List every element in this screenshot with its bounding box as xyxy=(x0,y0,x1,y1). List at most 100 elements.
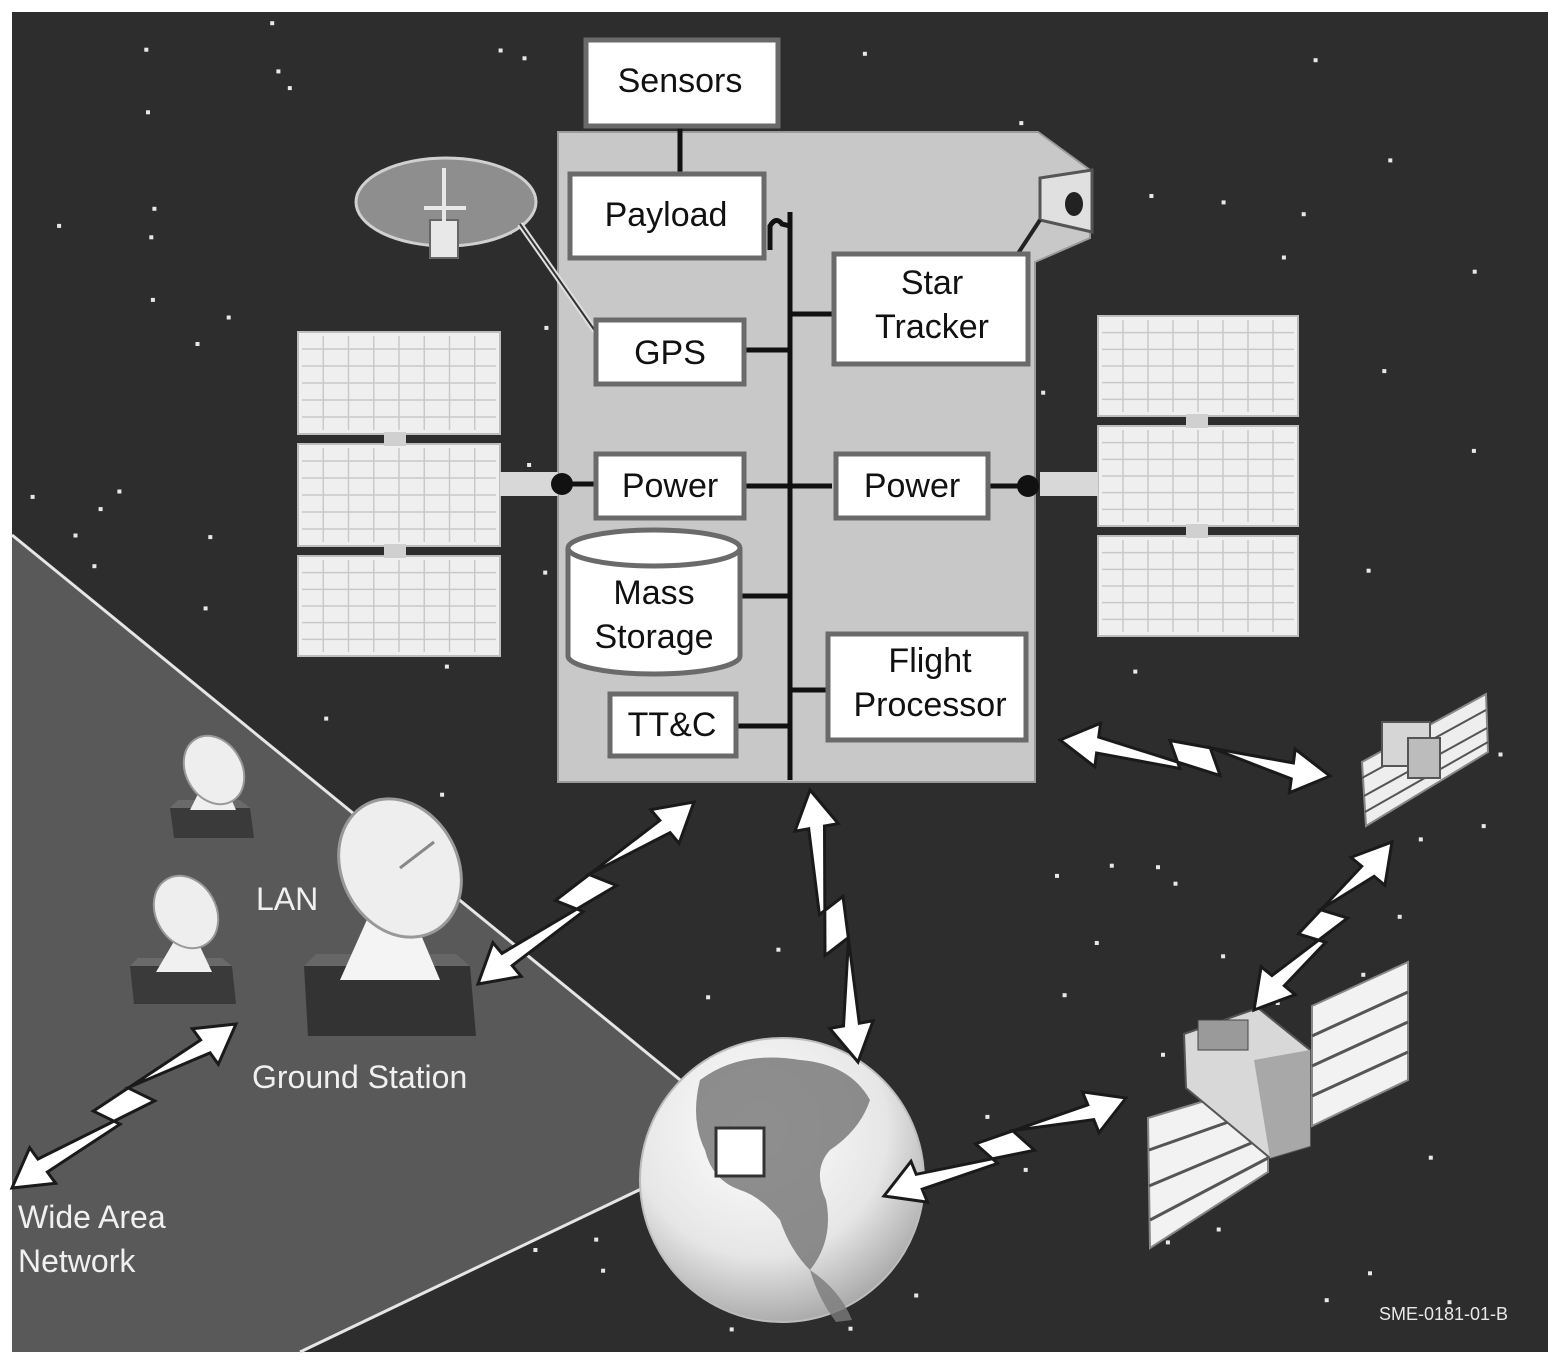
star xyxy=(1094,941,1099,945)
star xyxy=(1133,669,1138,674)
star xyxy=(150,297,155,302)
star xyxy=(498,48,503,53)
star xyxy=(594,1237,599,1242)
star xyxy=(1428,1155,1433,1160)
wan-label-line2: Network xyxy=(18,1243,136,1279)
star xyxy=(1301,212,1306,217)
link-ground-station-to-spacecraft-arrow xyxy=(475,800,697,986)
star xyxy=(1313,58,1318,63)
link-wan-to-lan-arrow xyxy=(9,1022,239,1190)
star-tracker-camera xyxy=(1013,168,1094,260)
star xyxy=(1161,1052,1165,1057)
flight-processor-label-line1: Flight xyxy=(888,642,972,680)
power-left-label: Power xyxy=(622,467,718,505)
star xyxy=(276,69,281,74)
star xyxy=(1397,914,1402,919)
star xyxy=(440,792,445,797)
star xyxy=(533,1248,538,1252)
payload-box: Payload xyxy=(567,171,767,261)
ground-area xyxy=(12,535,690,1352)
sensors-box: Sensors xyxy=(583,37,781,129)
link-spacecraft-to-relay-arrow xyxy=(1057,720,1333,796)
star xyxy=(1275,1001,1280,1005)
star xyxy=(1023,1167,1028,1172)
star xyxy=(1447,1300,1452,1305)
power-right-label: Power xyxy=(864,467,960,505)
ground-boundary-line xyxy=(299,1178,661,1354)
ttc-label: TT&C xyxy=(628,706,717,744)
star xyxy=(152,206,157,211)
power-box-left: Power xyxy=(593,451,747,521)
star xyxy=(92,564,97,569)
solar-cell-grid xyxy=(302,320,1294,652)
relay-satellite-small xyxy=(1360,692,1490,828)
star xyxy=(862,51,867,56)
gps-label: GPS xyxy=(634,334,706,372)
star xyxy=(1221,200,1226,205)
power-box-right: Power xyxy=(833,451,991,521)
star xyxy=(149,235,154,240)
mass-storage-cylinder: Mass Storage xyxy=(565,527,743,677)
star xyxy=(1472,269,1477,274)
gps-satellite xyxy=(354,156,603,340)
ground-antenna-small-2 xyxy=(130,874,236,1004)
mass-storage-label-line2: Storage xyxy=(594,618,713,656)
star xyxy=(57,223,62,228)
star xyxy=(1156,865,1160,870)
star xyxy=(729,1327,734,1332)
star xyxy=(1041,390,1046,395)
star-tracker-label-line1: Star xyxy=(901,264,963,302)
link-relay-to-relay-arrow xyxy=(1252,839,1394,1013)
star xyxy=(1165,1240,1170,1245)
communication-links xyxy=(9,720,1394,1204)
star xyxy=(776,947,781,952)
star xyxy=(73,533,78,538)
star xyxy=(270,21,275,26)
star xyxy=(985,1114,990,1119)
star xyxy=(1019,121,1024,126)
star-tracker-label-line2: Tracker xyxy=(875,308,989,346)
star xyxy=(1388,158,1393,163)
star xyxy=(544,325,549,330)
star xyxy=(203,606,208,611)
star xyxy=(30,494,35,499)
star xyxy=(1062,993,1067,998)
star xyxy=(1382,369,1387,374)
star xyxy=(1281,255,1286,260)
star xyxy=(324,716,329,721)
star xyxy=(117,489,122,494)
flight-processor-box: Flight Processor xyxy=(825,631,1029,743)
ttc-box: TT&C xyxy=(607,691,739,759)
star xyxy=(601,1268,606,1273)
ground-antenna-small-1 xyxy=(170,734,254,838)
star-tracker-box: Star Tracker xyxy=(831,251,1031,367)
wan-label-line1: Wide Area xyxy=(18,1199,166,1235)
relay-satellite-large xyxy=(1146,960,1409,1250)
data-bus-wires xyxy=(572,126,1018,780)
star xyxy=(1418,837,1423,842)
star xyxy=(226,315,231,320)
star xyxy=(287,86,292,91)
lan-label: LAN xyxy=(256,881,318,917)
star xyxy=(1149,194,1154,198)
sensors-label: Sensors xyxy=(618,62,743,100)
star xyxy=(444,664,449,669)
ground-horizon-line xyxy=(11,533,691,1090)
gps-box: GPS xyxy=(593,317,747,387)
star xyxy=(1324,1298,1329,1303)
star xyxy=(527,463,532,467)
star xyxy=(1216,1227,1221,1232)
link-spacecraft-to-earth-arrow xyxy=(792,787,876,1065)
star xyxy=(208,535,213,540)
star xyxy=(1221,954,1226,959)
star xyxy=(1366,568,1371,573)
north-america-continent xyxy=(696,1057,870,1270)
ground-station-antenna xyxy=(304,797,476,1036)
star xyxy=(1361,972,1366,977)
star xyxy=(543,570,548,575)
figure-id: SME-0181-01-B xyxy=(1379,1304,1508,1324)
payload-label: Payload xyxy=(605,196,728,234)
star xyxy=(706,995,711,1000)
mass-storage-label-line1: Mass xyxy=(613,574,694,612)
